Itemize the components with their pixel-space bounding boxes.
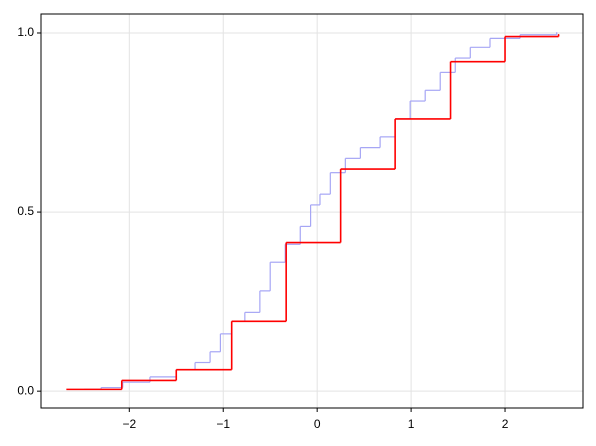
x-tick-label: 1 <box>408 417 415 431</box>
y-tick-label: 0.5 <box>17 204 34 218</box>
plot-frame <box>40 13 584 409</box>
x-tick-label: 0 <box>314 417 321 431</box>
y-tick-label: 0.0 <box>17 383 34 397</box>
step-point <box>557 33 560 36</box>
step-point <box>555 32 558 34</box>
x-tick-label: 2 <box>502 417 509 431</box>
x-tick-label: −2 <box>122 417 136 431</box>
y-tick-label: 1.0 <box>17 25 34 39</box>
x-tick-label: −1 <box>216 417 230 431</box>
